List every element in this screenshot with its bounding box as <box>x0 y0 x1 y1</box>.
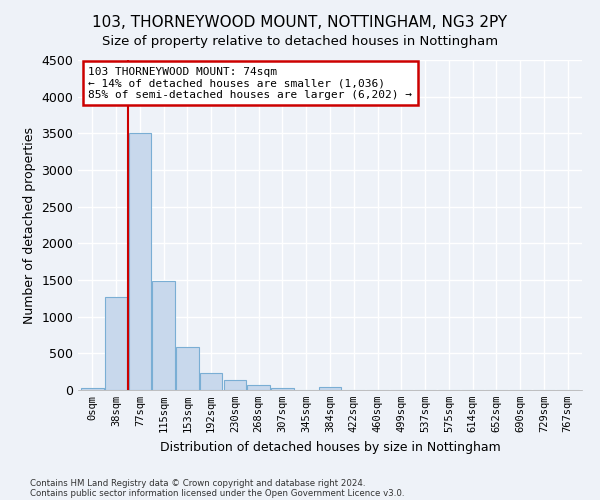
Bar <box>224 380 246 390</box>
Bar <box>105 297 127 390</box>
Text: Size of property relative to detached houses in Nottingham: Size of property relative to detached ho… <box>102 35 498 48</box>
Text: Contains public sector information licensed under the Open Government Licence v3: Contains public sector information licen… <box>30 488 404 498</box>
Bar <box>152 282 175 390</box>
Y-axis label: Number of detached properties: Number of detached properties <box>23 126 36 324</box>
Bar <box>319 386 341 390</box>
Bar <box>81 388 104 390</box>
Bar <box>271 388 294 390</box>
Bar <box>200 373 223 390</box>
Bar <box>247 384 270 390</box>
Bar <box>176 348 199 390</box>
X-axis label: Distribution of detached houses by size in Nottingham: Distribution of detached houses by size … <box>160 440 500 454</box>
Text: Contains HM Land Registry data © Crown copyright and database right 2024.: Contains HM Land Registry data © Crown c… <box>30 478 365 488</box>
Bar <box>128 134 151 390</box>
Text: 103 THORNEYWOOD MOUNT: 74sqm
← 14% of detached houses are smaller (1,036)
85% of: 103 THORNEYWOOD MOUNT: 74sqm ← 14% of de… <box>88 66 412 100</box>
Text: 103, THORNEYWOOD MOUNT, NOTTINGHAM, NG3 2PY: 103, THORNEYWOOD MOUNT, NOTTINGHAM, NG3 … <box>92 15 508 30</box>
